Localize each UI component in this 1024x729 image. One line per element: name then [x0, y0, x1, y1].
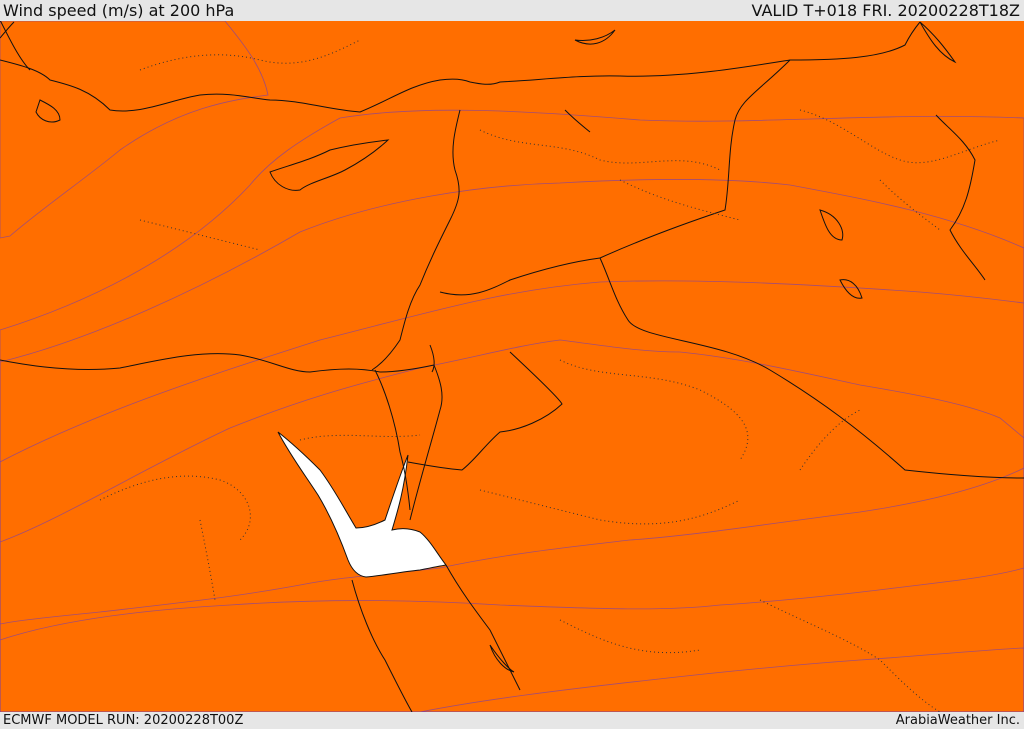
- valid-time: VALID T+018 FRI. 20200228T18Z: [751, 1, 1020, 20]
- band-moderate-south: [419, 647, 1024, 712]
- coastlines: [0, 21, 1024, 712]
- band-background: [0, 21, 1024, 712]
- admin-borders: [99, 39, 1001, 712]
- model-run: ECMWF MODEL RUN: 20200228T00Z: [3, 713, 244, 728]
- band-strong-south: [0, 567, 1024, 712]
- jet-core: [0, 339, 1024, 625]
- band-strong: [0, 179, 1024, 712]
- band-low-speed: [0, 21, 269, 239]
- credit: ArabiaWeather Inc.: [895, 713, 1020, 728]
- footer-bar: ECMWF MODEL RUN: 20200228T00Z ArabiaWeat…: [0, 712, 1024, 729]
- map-title: Wind speed (m/s) at 200 hPa: [3, 1, 235, 20]
- band-very-strong: [0, 280, 1024, 712]
- wind-speed-map: [0, 21, 1024, 712]
- band-moderate: [0, 109, 1024, 712]
- header-bar: Wind speed (m/s) at 200 hPa VALID T+018 …: [0, 0, 1024, 21]
